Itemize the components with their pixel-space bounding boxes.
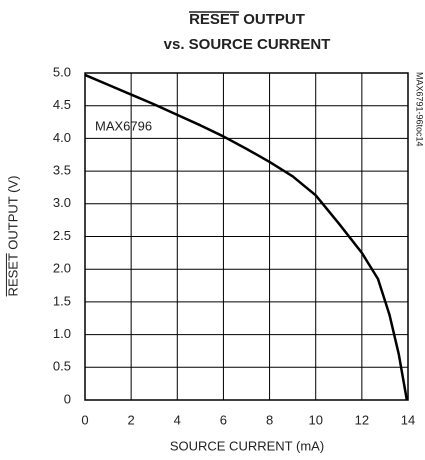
annotation: MAX6796 <box>95 118 152 133</box>
y-tick-label: 4.0 <box>53 130 71 145</box>
y-tick-label: 0 <box>64 391 71 406</box>
y-tick-label: 4.5 <box>53 97 71 112</box>
x-tick-label: 12 <box>355 412 369 427</box>
chart-title: vs. SOURCE CURRENT <box>164 36 331 53</box>
x-tick-label: 8 <box>266 412 273 427</box>
x-tick-label: 10 <box>308 412 322 427</box>
y-tick-label: 2.5 <box>53 228 71 243</box>
y-tick-label: 1.0 <box>53 326 71 341</box>
y-tick-label: 5.0 <box>53 64 71 79</box>
x-tick-label: 4 <box>174 412 181 427</box>
y-tick-label: 0.5 <box>53 359 71 374</box>
x-tick-label: 0 <box>81 412 88 427</box>
plot-frame <box>84 72 409 401</box>
chart-title: RESET OUTPUT <box>189 11 305 28</box>
y-tick-label: 2.0 <box>53 261 71 276</box>
y-tick-label: 1.5 <box>53 293 71 308</box>
x-axis-label: SOURCE CURRENT (mA) <box>170 438 324 453</box>
x-tick-label: 14 <box>401 412 415 427</box>
y-tick-label: 3.0 <box>53 195 71 210</box>
y-tick-label: 3.5 <box>53 163 71 178</box>
x-tick-label: 2 <box>128 412 135 427</box>
x-tick-label: 6 <box>220 412 227 427</box>
y-axis-label: RESET OUTPUT (V) <box>5 176 20 297</box>
side-note: MAX6791-96toc14 <box>415 72 425 147</box>
line-series <box>84 73 409 401</box>
